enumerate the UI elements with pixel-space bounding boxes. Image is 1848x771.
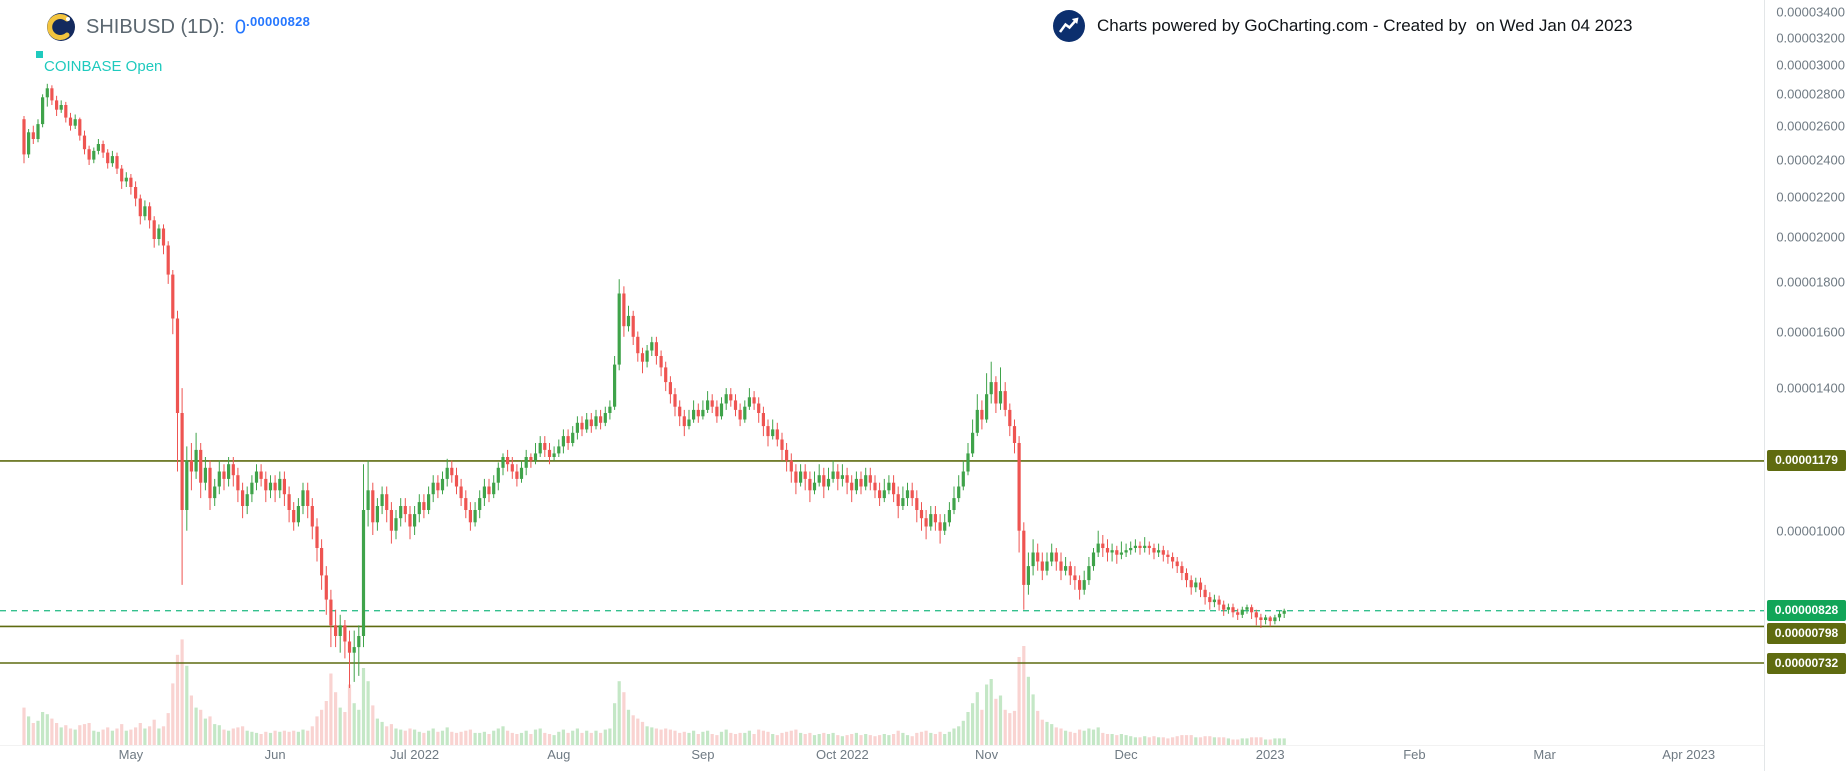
- price-tick-label: 0.00002600: [1776, 118, 1845, 134]
- time-axis-label: Aug: [547, 747, 571, 762]
- price-tick-label: 0.00002800: [1776, 86, 1845, 102]
- gocharting-trend-icon: [1053, 10, 1085, 42]
- price-tick-label: 0.00001800: [1776, 274, 1845, 290]
- price-tick-label: 0.00002000: [1776, 229, 1845, 245]
- price-axis[interactable]: 0.00003400 0.00003200 0.00003000 0.00002800…: [1764, 0, 1848, 771]
- symbol-title: SHIBUSD (1D):: [86, 15, 225, 38]
- session-open-marker: [36, 51, 43, 58]
- chart-canvas[interactable]: [0, 0, 1764, 771]
- price-tick-label: 0.00002200: [1776, 189, 1845, 204]
- time-axis-label: Nov: [975, 747, 999, 762]
- time-axis-label: Mar: [1533, 747, 1556, 762]
- time-axis-label: Oct 2022: [816, 747, 869, 762]
- price-level-badge[interactable]: 0.00000798: [1767, 623, 1846, 645]
- time-axis-label: Sep: [691, 747, 715, 762]
- time-axis-label: Feb: [1403, 747, 1426, 762]
- time-axis-label: Apr 2023: [1662, 747, 1716, 762]
- time-axis-label: Jun: [264, 747, 286, 762]
- price-tick-label: 0.00001400: [1776, 380, 1845, 396]
- time-axis-label: Dec: [1114, 747, 1138, 762]
- price-tick-label: 0.00003000: [1776, 57, 1845, 73]
- price-tick-label: 0.00003200: [1776, 30, 1845, 46]
- price-level-badge[interactable]: 0.00000732: [1767, 652, 1846, 674]
- time-axis[interactable]: May Jun Jul 2022 Aug Sep Oct 2022 Nov Dec 2023 Fe…: [0, 747, 1764, 769]
- price-tick-label: 0.00001600: [1776, 324, 1845, 339]
- price-tick-label: 0.00001000: [1776, 523, 1845, 539]
- last-price-badge[interactable]: 0.00000828: [1767, 600, 1846, 622]
- price-tick-label: 0.00003400: [1776, 4, 1845, 20]
- volume-baseline: [0, 745, 1764, 746]
- time-axis-label: May: [118, 747, 144, 762]
- last-price-value: 0.00000828: [234, 14, 311, 39]
- price-level-badge[interactable]: 0.00001179: [1767, 450, 1846, 472]
- gocharting-coin-logo: [47, 13, 75, 41]
- attribution: Charts powered by GoCharting.com - Creat…: [1052, 9, 1632, 43]
- chart-header: SHIBUSD (1D): 0.00000828: [46, 12, 310, 42]
- time-axis-label: Jul 2022: [390, 747, 440, 762]
- price-tick-label: 0.00002400: [1776, 152, 1845, 168]
- time-axis-label: 2023: [1255, 747, 1285, 762]
- attribution-text: Charts powered by GoCharting.com - Creat…: [1097, 16, 1633, 35]
- session-open-label: COINBASE Open: [44, 58, 163, 75]
